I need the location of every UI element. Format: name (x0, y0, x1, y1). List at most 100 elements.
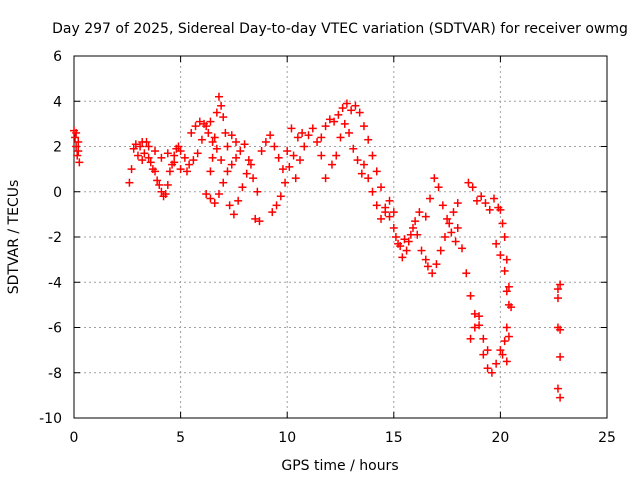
data-point (219, 178, 228, 187)
data-point (389, 223, 398, 232)
data-point (129, 144, 138, 153)
y-tick-label: 4 (53, 94, 62, 110)
data-point (193, 149, 202, 158)
data-point (236, 147, 245, 156)
data-point (496, 346, 505, 355)
data-point (208, 137, 217, 146)
data-point (364, 174, 373, 183)
data-point (208, 153, 217, 162)
data-point (500, 233, 509, 241)
y-tick-label: 0 (53, 185, 62, 201)
data-point (300, 142, 309, 151)
data-point (204, 128, 213, 137)
data-point (502, 287, 511, 296)
data-point (170, 158, 179, 167)
data-point (364, 135, 373, 144)
data-point (372, 201, 381, 210)
data-point (227, 160, 236, 169)
data-point (195, 117, 204, 126)
data-point (246, 160, 255, 169)
data-point (261, 137, 270, 146)
data-point (502, 323, 511, 332)
data-point (308, 124, 317, 133)
data-point (402, 246, 411, 255)
data-point (298, 128, 307, 137)
data-point (502, 357, 511, 366)
x-tick-label: 0 (70, 430, 79, 446)
data-point (492, 359, 501, 368)
data-point (490, 194, 499, 203)
data-point (400, 235, 409, 244)
y-tick-label: -6 (48, 321, 62, 337)
data-point (151, 167, 160, 176)
data-point (353, 156, 362, 165)
data-point (187, 128, 196, 137)
data-point (485, 205, 494, 214)
data-point (210, 199, 219, 208)
data-point (438, 201, 447, 210)
data-point (496, 251, 505, 260)
data-point (234, 196, 243, 205)
data-point (357, 169, 366, 178)
data-point (244, 156, 253, 165)
data-point (206, 167, 215, 176)
data-point (206, 194, 215, 203)
data-point (223, 167, 232, 176)
data-point (217, 156, 226, 165)
data-point (131, 140, 140, 149)
data-point (176, 165, 185, 174)
data-point (210, 133, 219, 142)
data-point (191, 122, 200, 131)
data-point (421, 212, 430, 221)
data-point (202, 190, 211, 199)
data-point (377, 183, 386, 192)
data-point (330, 117, 339, 126)
y-tick-label: 2 (53, 140, 62, 156)
data-point (428, 269, 437, 278)
data-point (75, 158, 84, 167)
data-point (266, 131, 275, 140)
chart-title: Day 297 of 2025, Sidereal Day-to-day VTE… (52, 21, 628, 37)
data-point (74, 147, 83, 156)
data-point (556, 393, 565, 402)
data-point (411, 217, 420, 226)
data-point (281, 178, 290, 187)
data-point (417, 246, 426, 255)
y-tick-label: -4 (48, 275, 62, 291)
data-point (214, 190, 223, 199)
x-tick-label: 10 (278, 430, 296, 446)
data-point (206, 117, 215, 126)
data-point (287, 124, 296, 133)
data-point (445, 219, 454, 228)
data-point (185, 160, 194, 169)
data-point (470, 309, 479, 318)
data-point (359, 160, 368, 169)
data-point (242, 169, 251, 178)
data-point (155, 180, 164, 189)
data-point (327, 160, 336, 169)
data-point (470, 323, 479, 332)
data-point (163, 149, 172, 158)
data-point (479, 334, 488, 343)
data-point (223, 142, 232, 151)
data-point (225, 201, 234, 210)
grid (74, 56, 607, 418)
data-point (466, 334, 475, 343)
data-point (289, 151, 298, 160)
data-point (500, 337, 509, 346)
data-point (74, 137, 83, 146)
data-point (251, 214, 260, 223)
data-point (325, 115, 334, 124)
data-point (462, 269, 471, 278)
data-point (157, 187, 166, 196)
data-point (426, 194, 435, 203)
data-point (553, 294, 562, 303)
y-tick-label: -8 (48, 366, 62, 382)
data-point (165, 167, 174, 176)
data-point (443, 214, 452, 223)
x-axis-title: GPS time / hours (281, 458, 398, 474)
data-point (492, 239, 501, 248)
data-point (404, 237, 413, 246)
data-point (200, 119, 209, 128)
data-point (255, 217, 264, 226)
